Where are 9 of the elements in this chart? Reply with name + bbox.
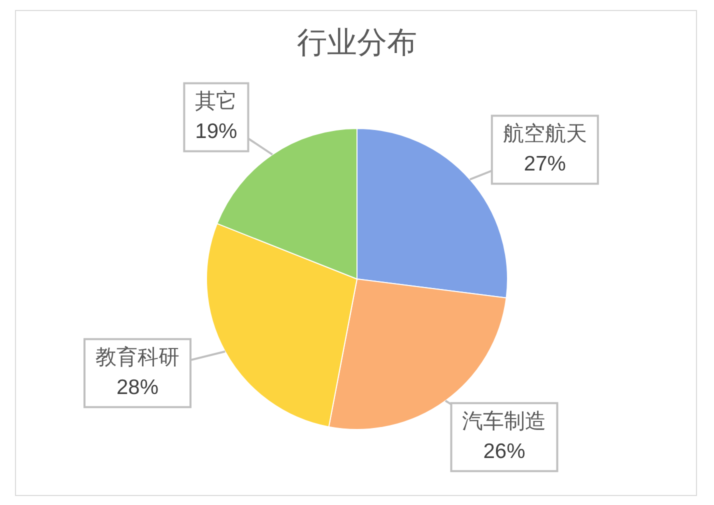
slice-label: 教育科研 [95, 344, 180, 369]
chart-title: 行业分布 [297, 26, 417, 60]
data-label: 27% [524, 152, 566, 176]
slice-label: 航空航天 [502, 122, 587, 146]
slice-label: 其它 [195, 90, 238, 114]
data-label: 19% [195, 120, 238, 144]
data-label: 26% [483, 440, 526, 463]
data-label: 28% [116, 376, 158, 399]
slice-label: 汽车制造 [462, 410, 546, 433]
